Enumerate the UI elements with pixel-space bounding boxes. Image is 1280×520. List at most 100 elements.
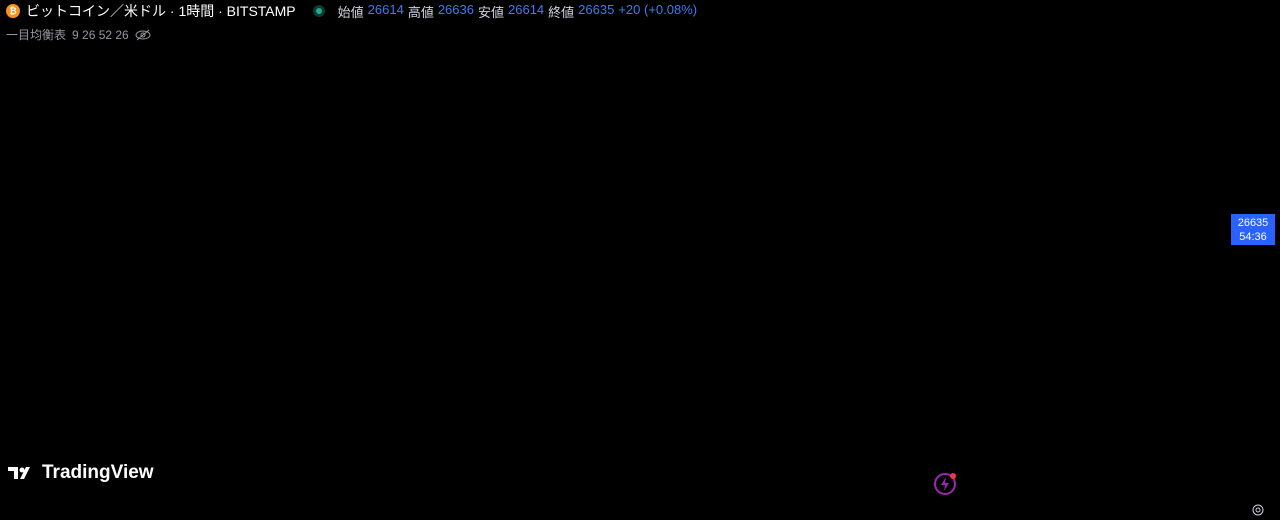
svg-text:₿: ₿ (9, 6, 16, 16)
high-value: 26636 (437, 1, 474, 17)
settings-icon[interactable] (1250, 502, 1266, 518)
candle-body (380, 122, 388, 155)
candle-body (100, 425, 107, 433)
candle-body (854, 251, 861, 258)
x-tick-label: 6 (42, 502, 49, 516)
candle-body (651, 262, 658, 276)
hide-icon[interactable] (135, 29, 151, 41)
candle-body (660, 262, 668, 265)
candle-body (457, 167, 465, 248)
candle-body (477, 165, 484, 185)
high-label: 高値 (407, 4, 434, 20)
candle-body (535, 245, 542, 256)
x-tick-label: 8 (506, 502, 513, 516)
y-tick-label: 27600 (1238, 7, 1272, 21)
change: +20 (+0.08%) (618, 1, 698, 17)
candle-body (177, 399, 185, 405)
candle-body (80, 436, 88, 450)
candle-body (32, 182, 40, 196)
candle-body (728, 221, 736, 274)
candle-body (409, 152, 417, 160)
candle-body (351, 92, 359, 110)
btc-icon: ₿ (6, 4, 20, 18)
candle-body (844, 249, 852, 254)
logo-text: TradingView (42, 462, 154, 483)
market-status[interactable] (312, 4, 326, 18)
candle-body (283, 277, 291, 342)
candle-body (71, 408, 78, 450)
candle-body (738, 208, 745, 222)
logo: TradingView (8, 462, 154, 484)
candle-body (834, 247, 842, 258)
low-label: 安値 (477, 4, 504, 20)
x-tick-label: 10 (967, 502, 981, 516)
candle-body (390, 154, 397, 157)
y-tick-label: 27400 (1238, 50, 1272, 64)
candle-body (322, 120, 330, 145)
candle-body (370, 101, 378, 123)
candle-body (428, 174, 436, 185)
countdown: 54:36 (1239, 231, 1267, 243)
candle-body (496, 187, 504, 265)
candle-body (245, 423, 252, 456)
candle-body (525, 242, 533, 286)
candle-body (873, 249, 881, 252)
candle-body (805, 236, 813, 239)
candle-body (22, 195, 30, 205)
candle-body (776, 238, 784, 243)
candle-body (486, 180, 494, 188)
legend-header: ₿ ビットコイン／米ドル · 1時間 · BITSTAMP 始値 26614 高値… (6, 2, 697, 20)
x-tick-label: 12:00 (146, 502, 176, 516)
candle-body (196, 404, 204, 415)
alert-icon[interactable] (934, 472, 958, 496)
candle-body (554, 255, 562, 282)
y-tick-label: 27000 (1238, 136, 1272, 150)
candle-body (564, 281, 571, 325)
candle-body (622, 275, 629, 282)
indicator-row[interactable]: 一目均衡表 9 26 52 26 (6, 26, 151, 43)
y-tick-label: 26200 (1238, 308, 1272, 322)
candle-body (419, 159, 426, 175)
close-label: 終値 (548, 4, 575, 20)
last-price: 26635 (1237, 217, 1269, 229)
candle-body (13, 189, 20, 205)
indicator-name: 一目均衡表 (6, 28, 67, 42)
candle-body (138, 419, 146, 433)
candle-body (341, 107, 349, 134)
candle-body (515, 288, 523, 297)
candle-body (448, 180, 455, 248)
candle-body (680, 262, 687, 274)
candle-body (158, 404, 165, 413)
candle-body (61, 397, 69, 409)
candle-body (593, 275, 600, 286)
candle-body (892, 249, 900, 252)
candle-body (583, 285, 591, 297)
price-label: 26635 54:36 (1231, 214, 1275, 245)
candle-body (912, 217, 919, 220)
candle-body (274, 341, 281, 353)
candle-body (467, 167, 475, 183)
candle-body (863, 251, 871, 254)
candle-body (293, 214, 301, 274)
candle-body (689, 251, 697, 274)
x-tick-label: 12:00 (378, 502, 408, 516)
candle-body (786, 221, 794, 243)
x-tick-label: 7 (274, 502, 281, 516)
y-tick-label: 26800 (1238, 179, 1272, 193)
candle-body (670, 262, 678, 265)
candle-body (941, 222, 948, 227)
candle-body (796, 219, 803, 235)
ohlc: 始値 26614 高値 26636 安値 26614 終値 26635 +20 (+0.… (338, 2, 697, 21)
candle-body (225, 408, 233, 415)
candle-body (825, 249, 832, 256)
candle-body (631, 270, 639, 284)
candle-body (573, 296, 581, 325)
candle-body (544, 255, 552, 258)
close-value: 26635 (578, 1, 615, 17)
candle-body (641, 270, 649, 278)
candle-body (148, 404, 156, 437)
x-tick-label: 11 (1199, 502, 1212, 516)
candle-body (699, 251, 707, 263)
candle-body (254, 412, 262, 456)
